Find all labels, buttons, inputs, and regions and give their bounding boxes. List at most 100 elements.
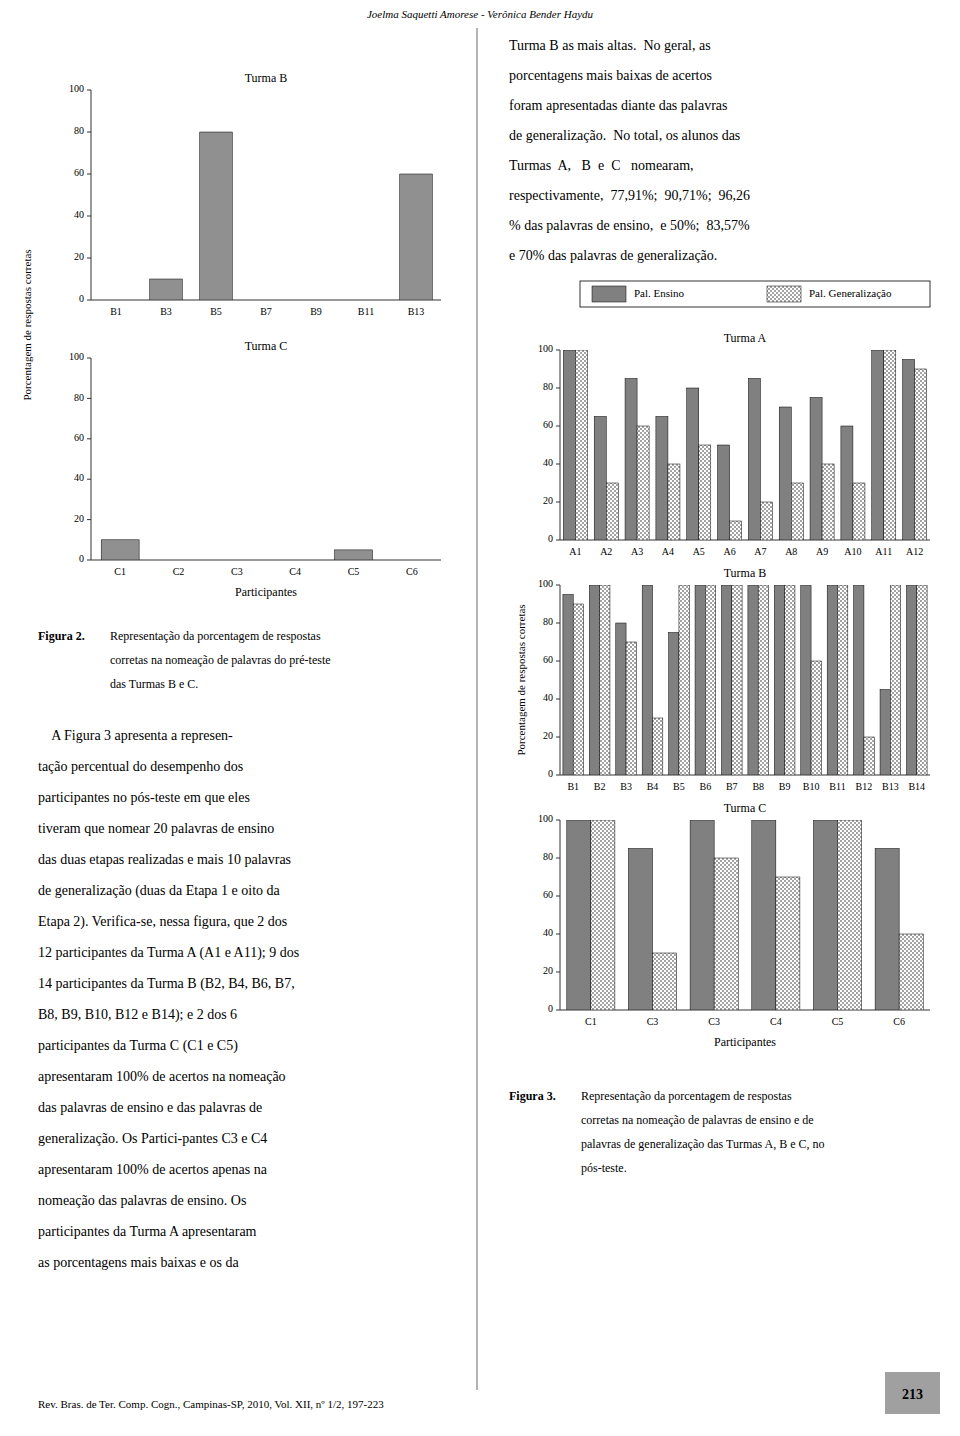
legend-swatch [592, 286, 626, 302]
x-tick-label: B3 [160, 306, 172, 317]
y-tick [556, 661, 560, 662]
x-tick-label: B9 [310, 306, 322, 317]
chart-title: Turma B [245, 71, 288, 85]
y-tick-label: 20 [543, 730, 553, 741]
chart: 020406080100B1B3B5B7B9B11B13Turma BPorce… [21, 71, 441, 401]
bar [695, 585, 705, 775]
bar [917, 585, 927, 775]
bar [718, 445, 730, 540]
bar [669, 633, 679, 776]
x-tick-label: B7 [726, 781, 738, 792]
bar [591, 820, 615, 1010]
bar [854, 585, 864, 775]
page-body: { "header": "Joelma Saquetti Amorese - V… [0, 0, 960, 1436]
bar [200, 132, 233, 300]
y-tick [556, 585, 560, 586]
bars [567, 820, 923, 1010]
bar [721, 585, 731, 775]
chart: 020406080100B1B2B3B4B5B6B7B8B9B10B11B12B… [515, 566, 930, 792]
bar [563, 595, 573, 776]
caption-label: Figura 3. [509, 1089, 556, 1103]
bar [752, 820, 776, 1010]
bar [915, 369, 927, 540]
bar [758, 585, 768, 775]
caption-text: corretas na nomeação de palavras de ensi… [581, 1113, 814, 1127]
chart-title: Turma C [245, 339, 288, 353]
y-tick [556, 699, 560, 700]
bar [101, 540, 139, 560]
chart: 020406080100C1C3C3C4C5C6Turma CParticipa… [538, 801, 930, 1049]
x-tick-label: A8 [785, 546, 797, 557]
x-axis-label: Participantes [235, 585, 297, 599]
bar [626, 642, 636, 775]
y-tick-label: 40 [74, 472, 84, 483]
body-text: apresentaram 100% de acertos na nomeação [38, 1069, 286, 1084]
y-tick-label: 60 [74, 167, 84, 178]
x-tick-label: A10 [844, 546, 861, 557]
body-text: B8, B9, B10, B12 e B14); e 2 dos 6 [38, 1007, 237, 1023]
y-tick [556, 858, 560, 859]
bar [903, 360, 915, 541]
bar [730, 521, 742, 540]
x-tick-label: A3 [631, 546, 643, 557]
bar [785, 585, 795, 775]
y-tick [556, 820, 560, 821]
x-axis-line [560, 775, 930, 776]
y-tick [556, 388, 560, 389]
x-tick-label: B11 [358, 306, 374, 317]
bar [822, 464, 834, 540]
x-tick-label: C3 [231, 566, 243, 577]
y-tick-label: 80 [543, 616, 553, 627]
caption-text: Representação da porcentagem de resposta… [581, 1089, 792, 1103]
body-text: das duas etapas realizadas e mais 10 pal… [38, 852, 291, 867]
page-number: 213 [902, 1387, 923, 1402]
body-text: apresentaram 100% de acertos apenas na [38, 1162, 268, 1177]
bar [906, 585, 916, 775]
body-text: Turma B as mais altas. No geral, as [509, 38, 711, 53]
y-tick-label: 40 [543, 457, 553, 468]
bar [841, 426, 853, 540]
caption-text: pós-teste. [581, 1161, 627, 1175]
bar [827, 585, 837, 775]
bar [563, 350, 575, 540]
page-header: Joelma Saquetti Amorese - Verônica Bende… [367, 8, 594, 20]
bar [899, 934, 923, 1010]
x-tick-label: B1 [110, 306, 122, 317]
x-tick-label: B3 [620, 781, 632, 792]
x-tick-label: B5 [210, 306, 222, 317]
y-tick [556, 775, 560, 776]
x-tick-label: A9 [816, 546, 828, 557]
y-axis-label: Porcentagem de respostas corretas [21, 249, 33, 400]
x-tick-label: B7 [260, 306, 272, 317]
bar [838, 820, 862, 1010]
x-tick-label: A12 [906, 546, 923, 557]
y-tick-label: 80 [543, 851, 553, 862]
y-tick [87, 398, 91, 399]
bar [760, 502, 772, 540]
chart-title: Turma C [724, 801, 767, 815]
bar [160, 560, 198, 561]
x-tick-label: B9 [779, 781, 791, 792]
y-axis-line [560, 585, 561, 775]
y-tick-label: 20 [74, 251, 84, 262]
bar [875, 849, 899, 1011]
legend-entry: Pal. Ensino [634, 287, 685, 299]
bars [563, 350, 926, 540]
x-tick-label: C2 [173, 566, 185, 577]
x-tick-label: B14 [908, 781, 925, 792]
x-tick-label: C1 [585, 1016, 597, 1027]
bar [748, 379, 760, 541]
bar [642, 585, 652, 775]
bar [218, 560, 256, 561]
bar [250, 300, 283, 301]
y-tick [87, 479, 91, 480]
bar [653, 718, 663, 775]
x-tick-label: C5 [832, 1016, 844, 1027]
y-tick-label: 40 [543, 927, 553, 938]
y-tick-label: 100 [538, 813, 553, 824]
x-tick-label: A11 [875, 546, 892, 557]
y-tick [87, 358, 91, 359]
y-tick [556, 972, 560, 973]
caption-text: das Turmas B e C. [110, 677, 198, 691]
body-text: A Figura 3 apresenta a represen- [38, 728, 233, 743]
